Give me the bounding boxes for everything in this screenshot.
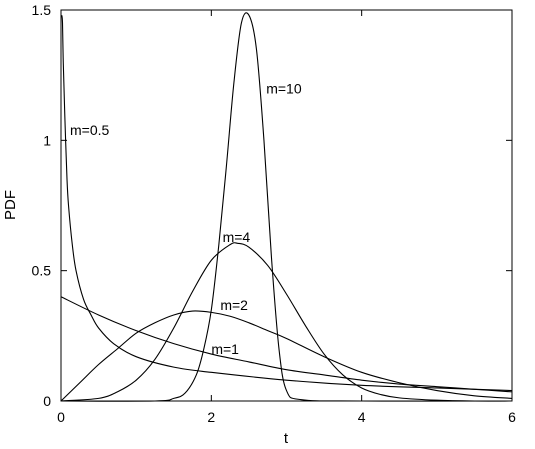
series-label-m-1: m=1 [211, 341, 239, 357]
x-tick-label: 6 [508, 409, 516, 425]
axis-ticks [61, 10, 512, 401]
y-tick-label: 0 [43, 393, 51, 409]
axis-tick-labels: 0 2 4 6 0 0.5 1 1.5 [32, 2, 517, 425]
series-line-m-2 [60, 310, 513, 402]
series-label-m-10: m=10 [266, 80, 302, 96]
series-line-m-0-5 [61, 15, 513, 392]
y-tick-label: 1 [43, 132, 51, 148]
x-tick-label: 2 [207, 409, 215, 425]
x-tick-label: 0 [57, 409, 65, 425]
series-line-m-4 [60, 242, 513, 402]
y-axis-label: PDF [2, 190, 19, 220]
series-labels: m=0.5 m=1 m=2 m=4 m=10 [70, 80, 302, 357]
x-tick-label: 4 [358, 409, 366, 425]
series-curves [60, 12, 513, 402]
series-label-m-0-5: m=0.5 [70, 122, 110, 138]
y-tick-label: 0.5 [32, 263, 52, 279]
plot-frame [60, 9, 513, 402]
series-label-m-2: m=2 [220, 297, 248, 313]
series-line-m-1 [60, 296, 513, 393]
series-line-m-10 [60, 12, 513, 402]
series-label-m-4: m=4 [223, 229, 251, 245]
y-tick-label: 1.5 [32, 2, 52, 18]
x-axis-label: t [284, 430, 289, 447]
